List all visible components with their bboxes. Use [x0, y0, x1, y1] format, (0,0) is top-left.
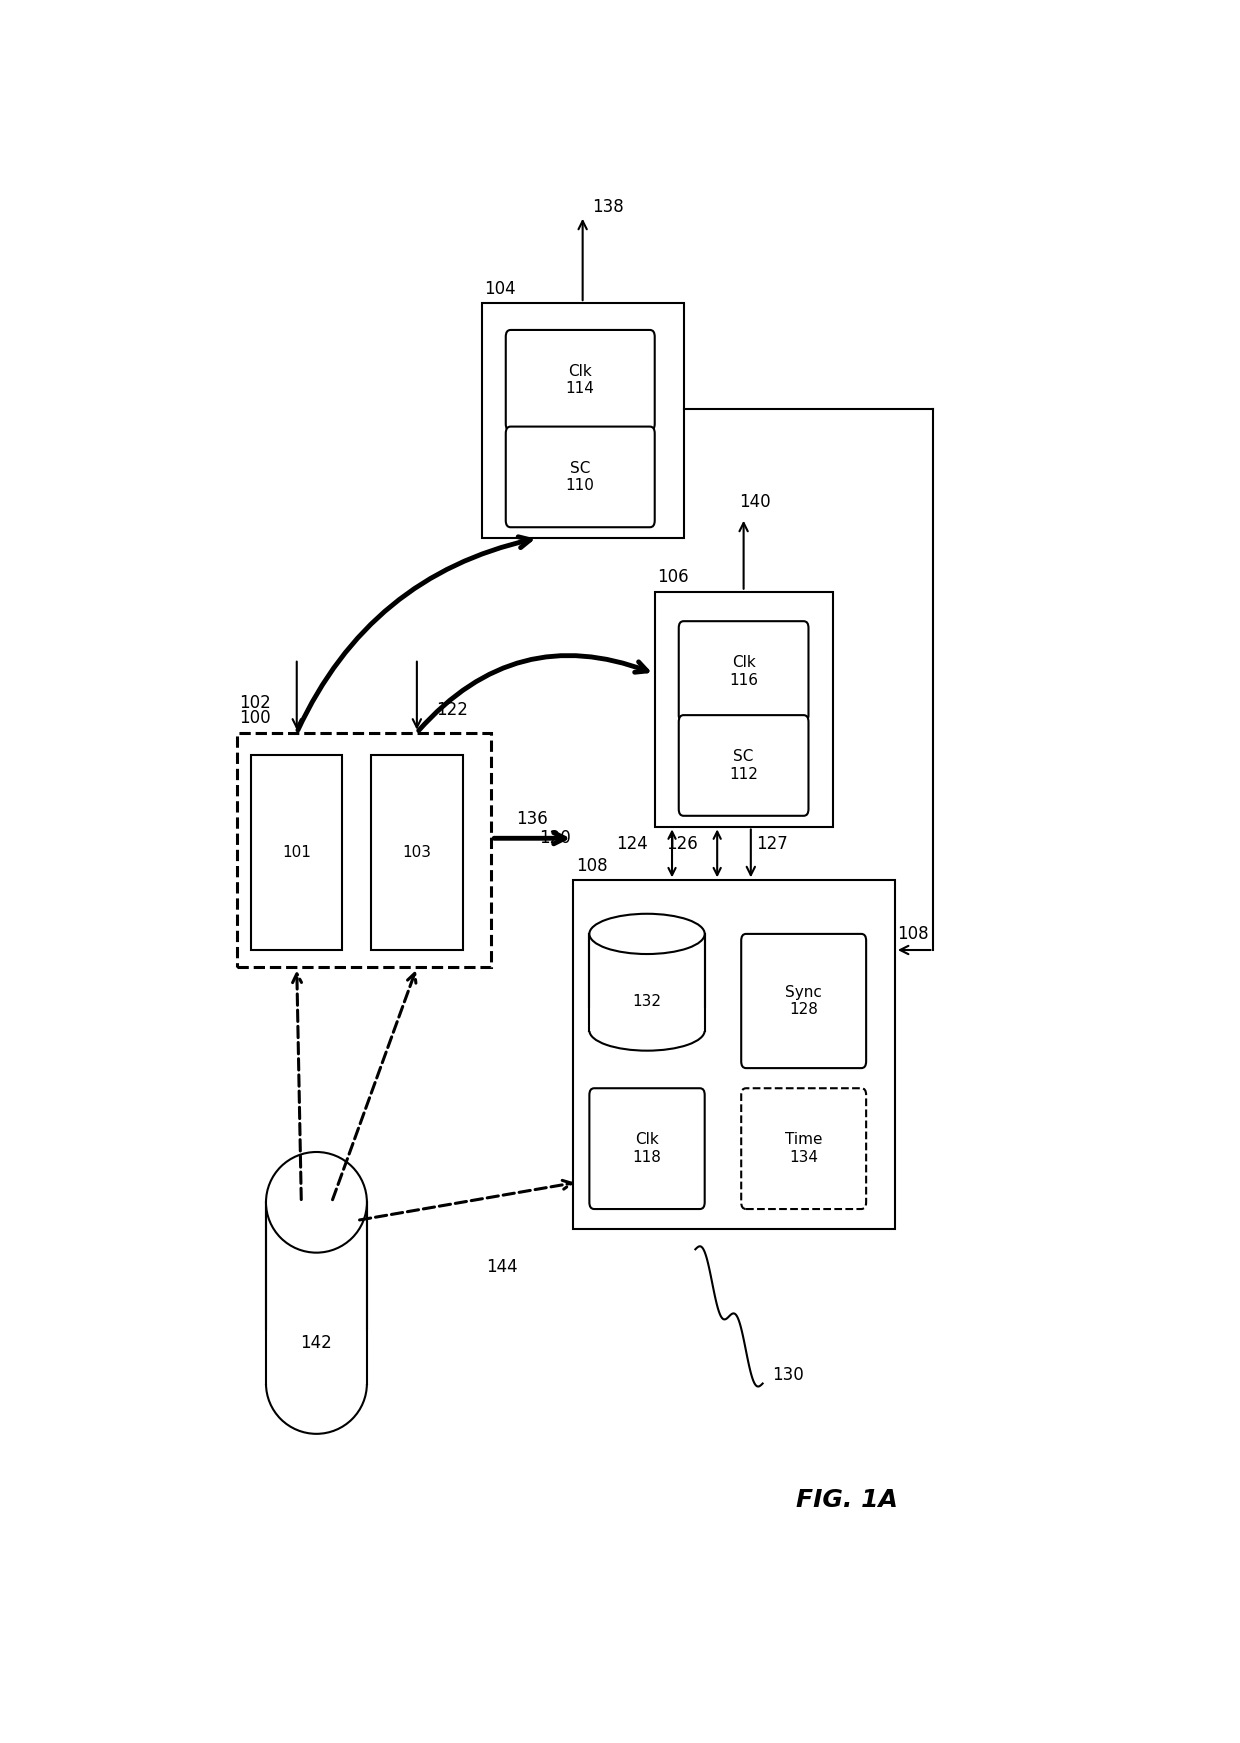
Text: 136: 136 — [516, 809, 548, 828]
Text: 132: 132 — [632, 994, 661, 1009]
Text: 102: 102 — [239, 694, 270, 713]
Text: 103: 103 — [402, 845, 432, 861]
Bar — [264, 1330, 368, 1384]
Text: 126: 126 — [666, 835, 698, 854]
Text: 140: 140 — [739, 493, 770, 511]
Text: 104: 104 — [485, 279, 516, 298]
Bar — [589, 934, 704, 1030]
Text: Sync
128: Sync 128 — [785, 985, 822, 1018]
Bar — [573, 880, 895, 1229]
Bar — [237, 732, 491, 967]
Text: 106: 106 — [657, 568, 689, 586]
Text: 101: 101 — [283, 845, 311, 861]
Bar — [267, 1203, 367, 1384]
Text: 127: 127 — [755, 835, 787, 854]
FancyBboxPatch shape — [742, 1088, 866, 1210]
Bar — [481, 303, 683, 539]
Ellipse shape — [267, 1152, 367, 1253]
Bar — [371, 755, 463, 950]
Text: 130: 130 — [773, 1365, 804, 1384]
Text: SC
110: SC 110 — [565, 460, 595, 493]
Text: Clk
114: Clk 114 — [565, 364, 595, 396]
FancyBboxPatch shape — [678, 715, 808, 816]
Text: SC
112: SC 112 — [729, 749, 758, 781]
Text: 120: 120 — [539, 828, 572, 847]
FancyBboxPatch shape — [742, 934, 866, 1068]
FancyBboxPatch shape — [506, 427, 655, 526]
FancyBboxPatch shape — [506, 329, 655, 431]
Text: Time
134: Time 134 — [785, 1133, 822, 1164]
Text: Clk
118: Clk 118 — [632, 1133, 661, 1164]
Text: 144: 144 — [486, 1258, 518, 1276]
Bar — [655, 591, 832, 826]
Text: 108: 108 — [897, 926, 929, 943]
Ellipse shape — [589, 1011, 704, 1051]
FancyBboxPatch shape — [589, 1088, 704, 1210]
Text: 100: 100 — [239, 709, 272, 727]
Bar — [588, 1007, 707, 1030]
Text: 142: 142 — [300, 1333, 332, 1353]
Text: 122: 122 — [436, 701, 467, 720]
Ellipse shape — [589, 913, 704, 953]
Ellipse shape — [267, 1333, 367, 1434]
FancyBboxPatch shape — [678, 621, 808, 722]
Text: 108: 108 — [575, 858, 608, 875]
Text: 138: 138 — [593, 199, 624, 216]
Bar — [250, 755, 342, 950]
Text: FIG. 1A: FIG. 1A — [796, 1489, 898, 1513]
Text: 124: 124 — [616, 835, 649, 854]
Text: Clk
116: Clk 116 — [729, 655, 758, 688]
